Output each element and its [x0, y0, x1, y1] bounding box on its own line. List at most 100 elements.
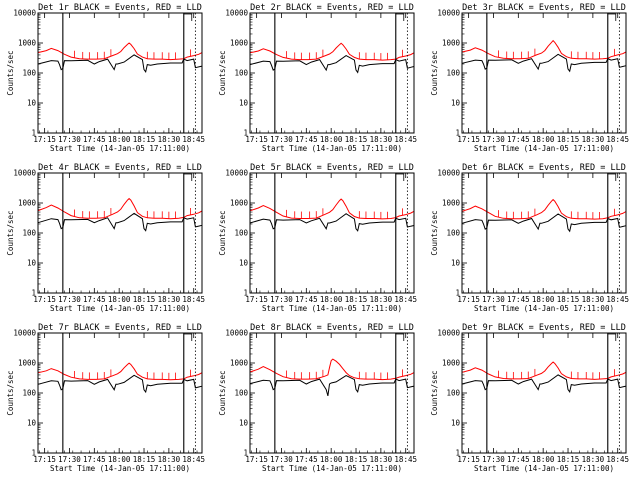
plot-frame [249, 332, 415, 454]
x-tick-label: 18:30 [158, 135, 181, 144]
marker-bracket [607, 13, 617, 21]
lld-series-line [249, 198, 415, 220]
x-tick-label: 17:45 [83, 455, 106, 464]
plot-frame [249, 172, 415, 294]
y-tick-label: 1 [455, 289, 460, 298]
y-tick-label: 10 [239, 259, 249, 268]
marker-bracket [183, 13, 193, 21]
plot-title: Det 7r BLACK = Events, RED = LLD [38, 323, 202, 333]
marker-bracket [607, 333, 617, 341]
x-tick-label: 18:45 [606, 455, 629, 464]
x-tick-label: 18:15 [557, 295, 580, 304]
x-tick-label: 17:30 [482, 295, 505, 304]
y-tick-label: 10 [451, 419, 461, 428]
x-tick-label: 17:30 [270, 295, 293, 304]
x-tick-label: 18:15 [345, 295, 368, 304]
lld-series-line [461, 39, 627, 60]
y-tick-label: 100 [234, 229, 248, 238]
plot-panel-7: Det 7r BLACK = Events, RED = LLD 1 10 100 10… [6, 323, 205, 473]
x-tick-label: 18:15 [557, 455, 580, 464]
y-tick-label: 1000 [442, 199, 461, 208]
x-tick-label: 18:45 [606, 295, 629, 304]
y-tick-label: 10 [239, 419, 249, 428]
plot-frame [461, 172, 627, 294]
x-tick-label: 18:45 [606, 135, 629, 144]
y-tick-label: 10 [451, 259, 461, 268]
x-tick-label: 18:30 [370, 455, 393, 464]
y-axis-label: Counts/sec [6, 370, 15, 415]
x-tick-label: 18:30 [158, 455, 181, 464]
y-tick-label: 100 [234, 389, 248, 398]
y-axis-label: Counts/sec [218, 210, 227, 255]
x-tick-label: 17:45 [83, 295, 106, 304]
marker-bracket [607, 173, 617, 181]
y-tick-label: 1 [455, 449, 460, 458]
plot-title: Det 4r BLACK = Events, RED = LLD [38, 163, 202, 173]
y-tick-label: 10000 [13, 169, 36, 178]
y-tick-label: 1000 [18, 199, 37, 208]
x-tick-label: 17:30 [270, 135, 293, 144]
y-tick-label: 10 [27, 99, 37, 108]
x-tick-label: 17:45 [295, 295, 318, 304]
x-tick-label: 18:45 [394, 135, 417, 144]
plot-title: Det 1r BLACK = Events, RED = LLD [38, 3, 202, 13]
x-tick-label: 18:00 [108, 135, 131, 144]
y-axis-label: Counts/sec [218, 50, 227, 95]
x-tick-label: 17:30 [58, 135, 81, 144]
x-tick-label: 18:00 [108, 455, 131, 464]
x-tick-label: 17:15 [245, 295, 268, 304]
y-axis-label: Counts/sec [218, 370, 227, 415]
plot-panel-5: Det 5r BLACK = Events, RED = LLD 1 10 100 10… [218, 163, 417, 313]
x-axis-label: Start Time (14-Jan-05 17:11:00) [50, 464, 190, 473]
y-tick-label: 100 [22, 229, 36, 238]
lld-series-line [461, 198, 627, 220]
y-tick-label: 100 [22, 69, 36, 78]
x-tick-label: 18:45 [182, 135, 205, 144]
x-axis-label: Start Time (14-Jan-05 17:11:00) [262, 304, 402, 313]
x-tick-label: 18:45 [394, 295, 417, 304]
x-tick-label: 17:30 [58, 455, 81, 464]
marker-bracket [395, 173, 405, 181]
x-tick-label: 18:00 [532, 455, 555, 464]
lld-series-line [37, 42, 203, 61]
x-axis-label: Start Time (14-Jan-05 17:11:00) [262, 464, 402, 473]
y-tick-label: 10 [239, 99, 249, 108]
x-tick-label: 18:00 [532, 295, 555, 304]
y-tick-label: 10 [451, 99, 461, 108]
y-tick-label: 100 [446, 389, 460, 398]
x-tick-label: 17:30 [482, 135, 505, 144]
events-series-line [249, 375, 415, 397]
plot-panel-2: Det 2r BLACK = Events, RED = LLD 1 10 100 10… [218, 3, 417, 153]
y-tick-label: 100 [22, 389, 36, 398]
y-tick-label: 1000 [18, 39, 37, 48]
x-axis-label: Start Time (14-Jan-05 17:11:00) [474, 144, 614, 153]
x-tick-label: 18:15 [345, 455, 368, 464]
lld-series-line [249, 358, 415, 381]
x-tick-label: 17:15 [457, 135, 480, 144]
x-tick-label: 17:30 [482, 455, 505, 464]
x-tick-label: 18:00 [320, 295, 343, 304]
plot-frame [37, 332, 203, 454]
y-tick-label: 10000 [13, 329, 36, 338]
x-tick-label: 17:45 [295, 135, 318, 144]
y-axis-label: Counts/sec [6, 50, 15, 95]
y-axis-label: Counts/sec [430, 210, 439, 255]
lld-series-line [461, 361, 627, 380]
x-tick-label: 18:30 [582, 295, 605, 304]
x-tick-label: 18:00 [532, 135, 555, 144]
plot-frame [461, 12, 627, 134]
y-tick-label: 100 [446, 69, 460, 78]
y-tick-label: 1000 [442, 39, 461, 48]
y-tick-label: 100 [446, 229, 460, 238]
x-tick-label: 17:15 [457, 295, 480, 304]
y-tick-label: 10000 [225, 169, 248, 178]
marker-bracket [183, 333, 193, 341]
y-tick-label: 1 [31, 449, 36, 458]
y-tick-label: 1 [243, 449, 248, 458]
plot-frame [37, 172, 203, 294]
y-tick-label: 1000 [230, 39, 249, 48]
marker-bracket [395, 333, 405, 341]
y-tick-label: 10000 [437, 9, 460, 18]
x-tick-label: 18:30 [370, 135, 393, 144]
